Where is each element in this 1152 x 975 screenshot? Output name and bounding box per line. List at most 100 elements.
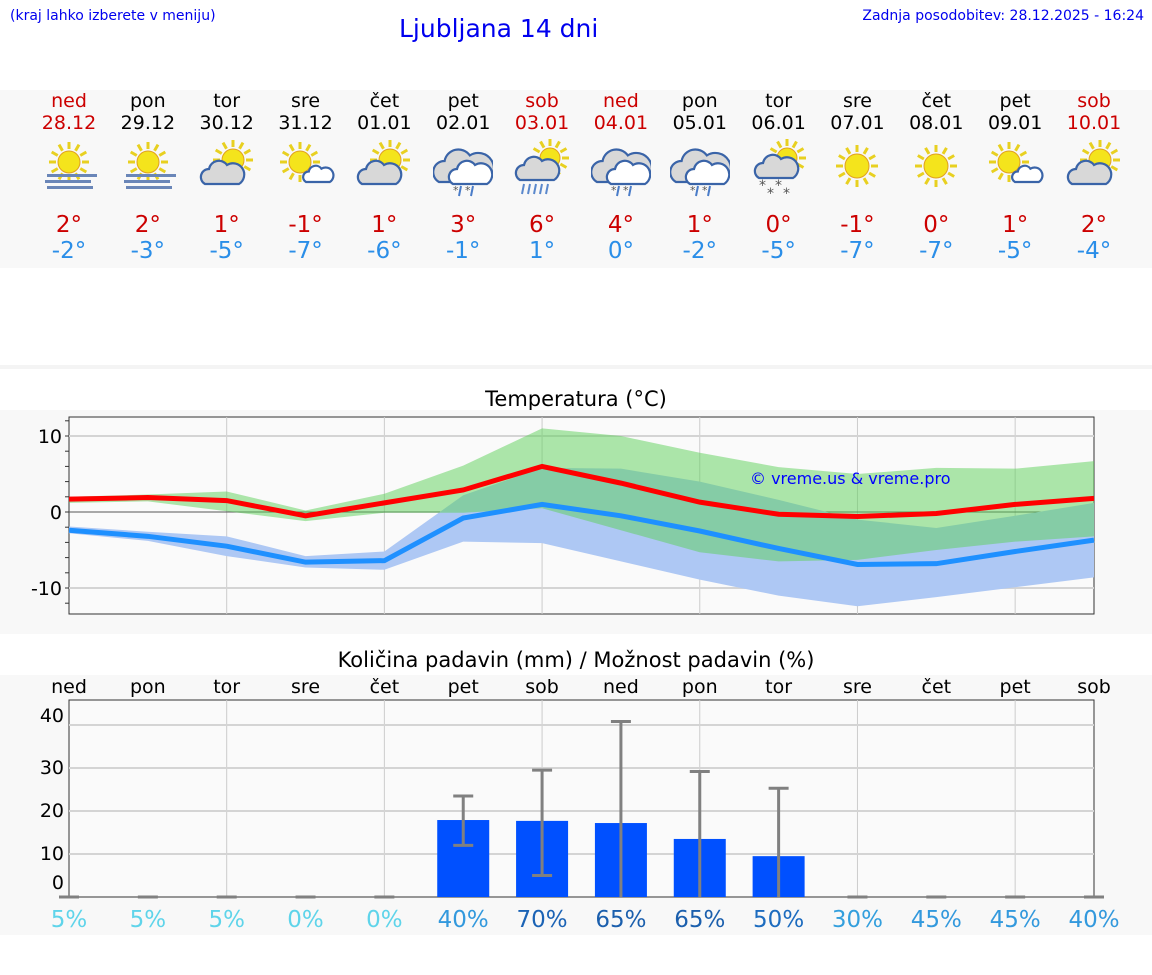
day-forecast: sre 07.01 -1° -7° xyxy=(817,90,897,264)
raindrop-icon xyxy=(527,183,532,195)
max-temp: 2° xyxy=(134,212,161,238)
precipitation-probability: 70% xyxy=(517,907,568,933)
sun-ray xyxy=(214,148,223,155)
raindrop-icon xyxy=(539,183,544,195)
sun-ray xyxy=(400,148,409,155)
raindrop-icon xyxy=(545,183,550,195)
min-temp: -3° xyxy=(130,238,166,264)
precipitation-chart: ned pon tor sre čet pet sob ned pon tor sre čet pet s… xyxy=(40,676,1120,933)
sun-ray xyxy=(863,147,870,155)
day-date: 31.12 xyxy=(278,112,333,134)
x-category-label: pet xyxy=(448,676,479,698)
snowflake-icon: * xyxy=(465,184,471,197)
day-forecast: čet 01.01 1° -6° xyxy=(344,90,424,264)
sun-ray xyxy=(221,141,228,150)
x-category-label: sre xyxy=(843,676,872,698)
cloud-icon xyxy=(1011,164,1044,184)
max-temp: 4° xyxy=(607,212,634,238)
day-name: čet xyxy=(921,90,952,112)
max-temp: -1° xyxy=(288,212,323,238)
precipitation-probability: 40% xyxy=(438,907,489,933)
fog-line xyxy=(45,180,91,183)
cloud-icon xyxy=(447,159,494,186)
max-temp-range-band xyxy=(69,428,1094,562)
sun-ray xyxy=(400,165,409,172)
day-date: 06.01 xyxy=(751,112,806,134)
day-name: ned xyxy=(603,90,639,112)
day-forecast: čet 08.01 0° -7° xyxy=(896,90,976,264)
day-name: pon xyxy=(129,90,166,112)
day-forecast: ned 04.01 * * 4° 0° xyxy=(581,90,661,264)
cloud-icon xyxy=(199,159,246,186)
sun-ray xyxy=(924,147,931,155)
min-temp: -7° xyxy=(288,238,323,264)
x-category-label: pet xyxy=(1000,676,1031,698)
precipitation-probability: 65% xyxy=(595,907,646,933)
day-name: sre xyxy=(842,90,872,112)
y-tick-label: 10 xyxy=(40,843,64,865)
sun-ray xyxy=(310,150,318,157)
cloud-icon xyxy=(753,153,799,180)
sun-ray xyxy=(50,150,59,157)
sun-disc xyxy=(844,153,870,179)
fog-line xyxy=(47,186,93,189)
fog-line xyxy=(125,186,172,189)
x-category-label: tor xyxy=(213,676,240,698)
cloud-sleet-icon: * * xyxy=(669,148,730,197)
sun-ray xyxy=(947,171,956,178)
sun-small-cloud-icon xyxy=(989,142,1044,184)
day-name: sob xyxy=(525,90,559,112)
sun-ray xyxy=(243,148,251,155)
day-date: 02.01 xyxy=(436,112,491,134)
plot-area xyxy=(68,699,1095,898)
raindrop-icon xyxy=(706,185,711,197)
sun-ray xyxy=(129,150,138,157)
sun-cloud-icon xyxy=(1066,140,1120,186)
sun-ray xyxy=(57,143,64,152)
max-temp: 1° xyxy=(371,212,398,238)
precipitation-probability: 30% xyxy=(832,907,883,933)
x-category-label: tor xyxy=(765,676,792,698)
sun-ray xyxy=(1110,165,1119,172)
snowflake-icon: * xyxy=(759,178,766,194)
min-temp: 1° xyxy=(528,238,556,264)
day-date: 05.01 xyxy=(672,112,727,134)
sun-ray xyxy=(868,154,877,161)
day-name: ned xyxy=(51,90,87,112)
sun-ray xyxy=(845,147,852,155)
sun-icon xyxy=(49,142,89,182)
y-tick-label: -10 xyxy=(31,578,62,600)
sun-ray xyxy=(838,154,847,161)
cloud-sleet-icon: * * xyxy=(590,148,651,197)
sun-cloud-snow-icon: * * * * xyxy=(753,139,806,198)
raindrop-icon xyxy=(615,185,620,197)
snowflake-icon: * xyxy=(611,184,617,197)
sun-ray xyxy=(554,140,561,149)
day-forecast: tor 30.12 1° -5° xyxy=(187,90,267,264)
city-menu-hint: (kraj lahko izberete v meniju) xyxy=(10,8,216,24)
snowflake-icon: * xyxy=(783,186,790,198)
day-date: 03.01 xyxy=(514,112,570,134)
day-date: 04.01 xyxy=(593,112,649,134)
sun-small-cloud-icon xyxy=(279,142,335,184)
x-category-label: ned xyxy=(603,676,639,698)
day-forecast: sre 31.12 -1° -7° xyxy=(266,90,346,264)
day-forecast: tor 06.01 * * * * 0° -5° xyxy=(739,90,819,264)
temperature-chart-title: Temperatura (°C) xyxy=(485,387,667,411)
precipitation-probability: 0% xyxy=(366,907,403,933)
precipitation-probability: 65% xyxy=(674,907,725,933)
day-forecast: pet 09.01 1° -5° xyxy=(975,90,1055,264)
sun-ray xyxy=(79,167,88,174)
min-temp: -2° xyxy=(682,238,717,264)
sun-icon xyxy=(915,145,958,187)
cloud-icon xyxy=(605,159,651,186)
sun-ray xyxy=(997,172,1004,181)
temperature-chart-panel: -10 0 10 © vreme.us & vreme.pro xyxy=(0,410,1152,634)
min-temp: -5° xyxy=(209,238,244,264)
day-date: 30.12 xyxy=(199,112,254,134)
x-category-label: sob xyxy=(525,676,559,698)
raindrop-icon xyxy=(694,185,699,197)
sun-ray xyxy=(796,147,804,154)
sun-ray xyxy=(1019,150,1028,157)
min-temp: -1° xyxy=(446,238,481,264)
